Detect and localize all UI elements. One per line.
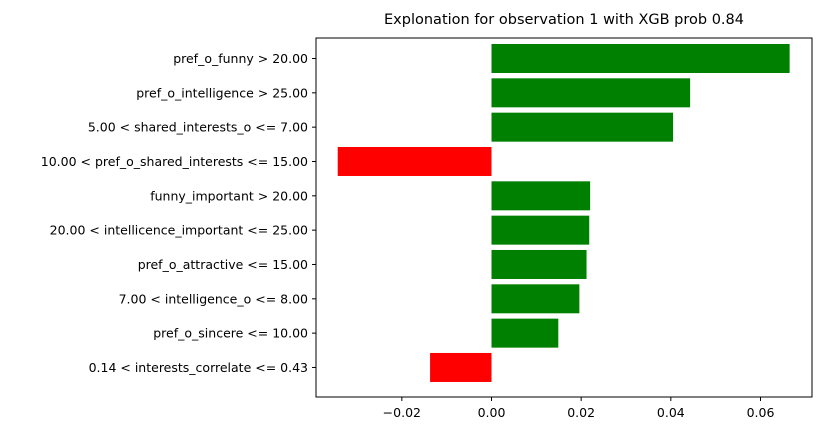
y-tick-label: 7.00 < intelligence_o <= 8.00 xyxy=(119,291,308,306)
y-tick-label: 0.14 < interests_correlate <= 0.43 xyxy=(89,360,308,375)
bar xyxy=(491,318,559,348)
y-tick-label: pref_o_sincere <= 10.00 xyxy=(153,326,308,341)
x-tick-label: −0.02 xyxy=(383,405,421,420)
y-tick-label: 20.00 < intellicence_important <= 25.00 xyxy=(50,223,308,238)
y-tick-label: pref_o_attractive <= 15.00 xyxy=(138,257,308,272)
y-tick-label: 10.00 < pref_o_shared_interests <= 15.00 xyxy=(41,154,308,169)
plot-frame xyxy=(315,37,813,398)
y-tick-label: 5.00 < shared_interests_o <= 7.00 xyxy=(88,120,308,135)
chart-title: Explonation for observation 1 with XGB p… xyxy=(384,12,744,28)
bar xyxy=(491,249,587,279)
x-axis: −0.02 0.00 0.02 0.04 0.06 xyxy=(383,397,775,420)
y-tick-label: pref_o_funny > 20.00 xyxy=(173,51,308,66)
y-tick-label: pref_o_intelligence > 25.00 xyxy=(136,85,308,100)
x-tick-label: 0.06 xyxy=(747,405,775,420)
bar xyxy=(491,181,591,211)
bar xyxy=(491,284,580,314)
bar xyxy=(491,44,790,73)
y-tick-label: funny_important > 20.00 xyxy=(150,188,308,203)
x-tick-label: 0.00 xyxy=(478,405,506,420)
bars-group xyxy=(337,44,790,382)
bar xyxy=(337,146,492,176)
bar xyxy=(491,112,674,142)
bar xyxy=(491,78,691,108)
x-tick-label: 0.04 xyxy=(657,405,685,420)
bar xyxy=(491,215,590,245)
y-axis: pref_o_funny > 20.00 pref_o_intelligence … xyxy=(41,51,316,375)
x-tick-label: 0.02 xyxy=(567,405,595,420)
bar xyxy=(430,352,492,382)
